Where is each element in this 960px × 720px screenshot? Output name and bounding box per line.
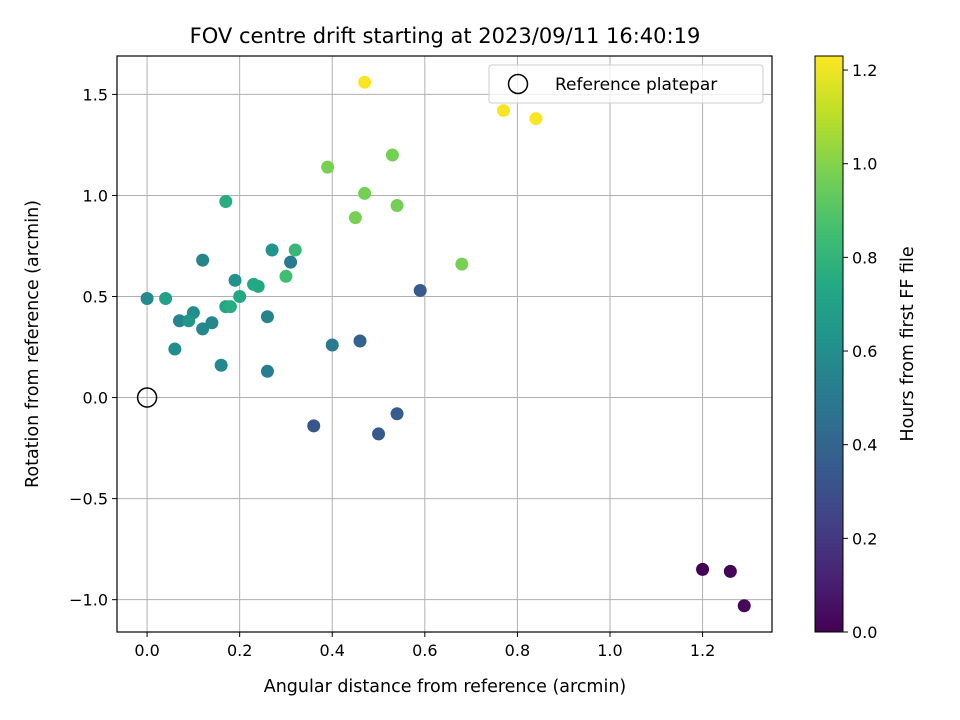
x-tick-label: 0.0 bbox=[134, 641, 159, 660]
y-axis-ticks: −1.0 −0.5 0.0 0.5 1.0 1.5 bbox=[69, 85, 117, 610]
scatter-point bbox=[737, 599, 751, 613]
colorbar-tick-label: 0.2 bbox=[852, 529, 877, 548]
scatter-point bbox=[358, 186, 372, 200]
scatter-point bbox=[265, 243, 279, 257]
scatter-point bbox=[321, 160, 335, 174]
scatter-point bbox=[228, 273, 242, 287]
scatter-point bbox=[497, 104, 511, 118]
scatter-point bbox=[696, 562, 710, 576]
scatter-point bbox=[325, 338, 339, 352]
scatter-point bbox=[140, 292, 154, 306]
scatter-point bbox=[455, 257, 469, 271]
x-tick-label: 0.8 bbox=[505, 641, 530, 660]
scatter-point bbox=[529, 112, 543, 126]
scatter-point bbox=[390, 199, 404, 213]
colorbar-tick-label: 0.0 bbox=[852, 623, 877, 642]
y-tick-label: −1.0 bbox=[69, 591, 108, 610]
scatter-point bbox=[251, 279, 265, 293]
scatter-point bbox=[260, 364, 274, 378]
scatter-point bbox=[723, 564, 737, 578]
scatter-point bbox=[182, 314, 196, 328]
scatter-point bbox=[372, 427, 386, 441]
y-axis-label: Rotation from reference (arcmin) bbox=[23, 200, 43, 488]
x-tick-label: 0.4 bbox=[320, 641, 345, 660]
colorbar-tick-label: 0.4 bbox=[852, 436, 877, 455]
legend-box bbox=[488, 64, 764, 104]
chart-title: FOV centre drift starting at 2023/09/11 … bbox=[190, 24, 701, 48]
y-tick-label: 1.5 bbox=[83, 85, 108, 104]
plot-frame bbox=[116, 55, 773, 633]
legend-label: Reference platepar bbox=[555, 75, 717, 95]
y-tick-label: 0.0 bbox=[83, 389, 108, 408]
scatter-point bbox=[390, 407, 404, 421]
x-tick-label: 1.0 bbox=[597, 641, 622, 660]
colorbar bbox=[814, 55, 844, 633]
scatter-point bbox=[214, 358, 228, 372]
scatter-point bbox=[358, 75, 372, 89]
scatter-point bbox=[172, 314, 186, 328]
x-axis-label: Angular distance from reference (arcmin) bbox=[264, 677, 627, 697]
reference-marker bbox=[136, 387, 158, 408]
y-tick-label: 0.5 bbox=[83, 288, 108, 307]
scatter-point bbox=[307, 419, 321, 433]
scatter-point bbox=[205, 316, 219, 330]
x-tick-label: 1.2 bbox=[690, 641, 715, 660]
scatter-points bbox=[140, 75, 751, 613]
colorbar-tick-label: 0.8 bbox=[852, 248, 877, 267]
scatter-point bbox=[284, 255, 298, 269]
x-tick-label: 0.6 bbox=[412, 641, 437, 660]
scatter-point bbox=[196, 253, 210, 267]
y-tick-label: −0.5 bbox=[69, 490, 108, 509]
scatter-point bbox=[260, 310, 274, 324]
x-tick-label: 0.2 bbox=[227, 641, 252, 660]
legend-marker bbox=[507, 73, 529, 95]
reference-marker-group bbox=[136, 387, 158, 408]
scatter-point bbox=[168, 342, 182, 356]
scatter-point bbox=[279, 269, 293, 283]
legend: Reference platepar bbox=[488, 64, 764, 104]
scatter-point bbox=[348, 211, 362, 225]
scatter-point bbox=[196, 322, 210, 336]
scatter-point bbox=[353, 334, 367, 348]
scatter-point bbox=[233, 290, 247, 304]
scatter-point bbox=[223, 300, 237, 314]
colorbar-tick-label: 0.6 bbox=[852, 342, 877, 361]
colorbar-label: Hours from first FF file bbox=[898, 246, 918, 441]
colorbar-ticks: 0.0 0.2 0.4 0.6 0.8 1.0 1.2 bbox=[843, 61, 877, 642]
scatter-point bbox=[159, 292, 173, 306]
colorbar-tick-label: 1.0 bbox=[852, 155, 877, 174]
x-axis-ticks: 0.0 0.2 0.4 0.6 0.8 1.0 1.2 bbox=[134, 632, 715, 660]
scatter-point bbox=[219, 195, 233, 209]
grid-lines bbox=[117, 56, 772, 632]
scatter-point bbox=[288, 243, 302, 257]
scatter-point bbox=[413, 283, 427, 297]
colorbar-tick-label: 1.2 bbox=[852, 61, 877, 80]
y-tick-label: 1.0 bbox=[83, 186, 108, 205]
scatter-point bbox=[385, 148, 399, 162]
